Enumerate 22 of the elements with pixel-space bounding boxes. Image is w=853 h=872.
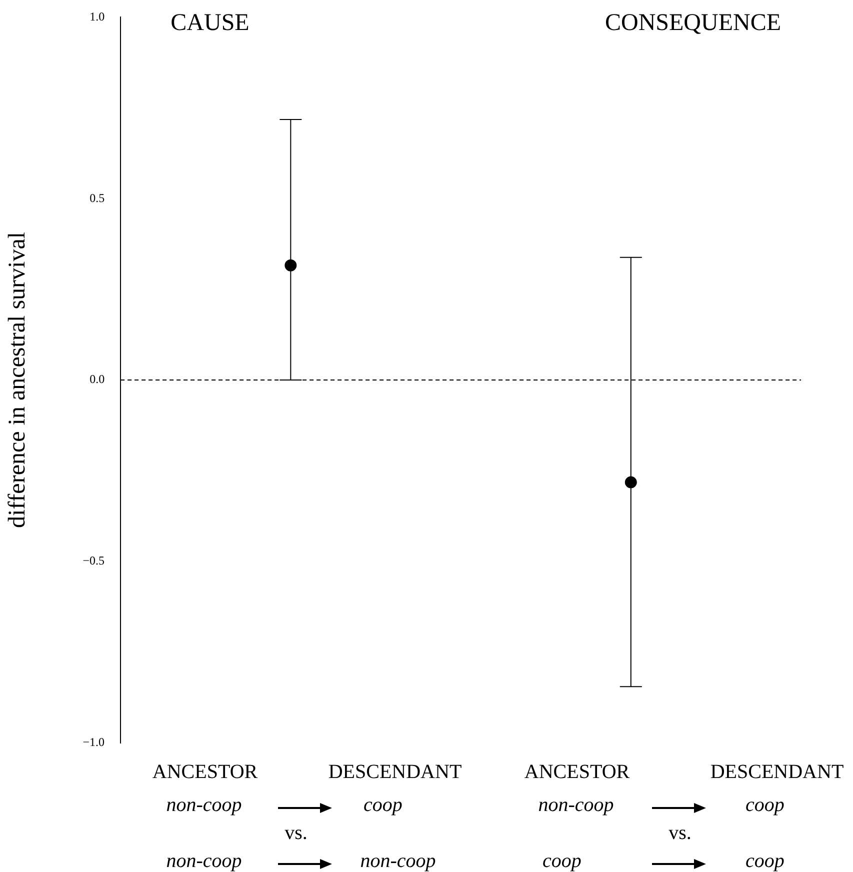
annotation: CAUSE	[170, 10, 250, 37]
y-tick-label: 0.0	[90, 372, 105, 386]
text: coop	[542, 850, 582, 872]
text: non-coop	[166, 850, 242, 872]
text: ANCESTOR	[524, 761, 630, 784]
text: non-coop	[360, 850, 436, 872]
y-tick-label: −0.5	[82, 554, 105, 568]
text: coop	[746, 794, 784, 817]
text: DESCENDANT	[328, 761, 462, 784]
text: vs.	[284, 822, 308, 845]
text: DESCENDANT	[710, 761, 844, 784]
text: coop	[364, 794, 402, 817]
text: non-coop	[538, 794, 614, 817]
y-tick-label: 1.0	[90, 9, 105, 24]
y-axis-title: difference in ancestral survival	[4, 232, 31, 528]
text: vs.	[668, 822, 692, 845]
y-tick-label: 0.5	[90, 190, 105, 205]
text: coop	[746, 850, 784, 872]
y-tick-label: −1.0	[82, 734, 105, 749]
text: ANCESTOR	[152, 761, 258, 784]
annotation: CONSEQUENCE	[604, 10, 782, 37]
text: non-coop	[166, 794, 242, 817]
